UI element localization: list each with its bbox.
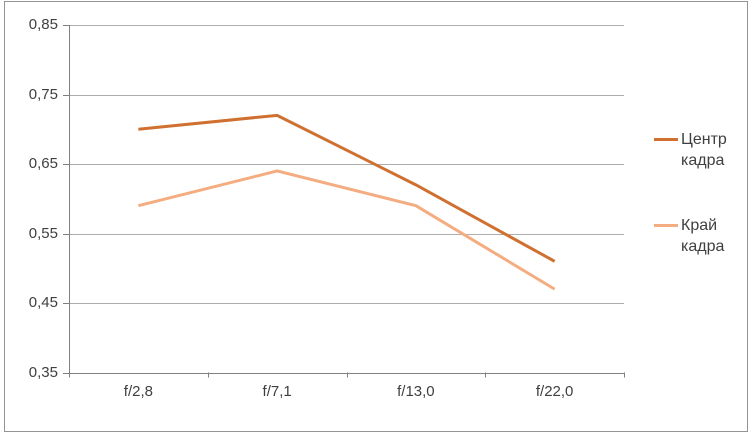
y-tick-label: 0,65 xyxy=(28,155,58,172)
x-tick-label: f/7,1 xyxy=(262,383,292,400)
y-tick-label: 0,85 xyxy=(28,16,58,33)
legend-swatch-edge xyxy=(654,223,678,227)
legend-label-center: Центр кадра xyxy=(681,130,727,169)
y-tick-label: 0,75 xyxy=(28,85,58,103)
legend-swatch-center xyxy=(654,137,678,141)
legend-item-center: Центр кадра xyxy=(654,129,739,171)
y-tick-label: 0,45 xyxy=(28,294,58,311)
x-tick-label: f/22,0 xyxy=(535,383,574,400)
x-tick-label: f/2,8 xyxy=(123,383,153,400)
y-tick-label: 0,35 xyxy=(28,363,58,381)
x-tick-label: f/13,0 xyxy=(397,383,435,400)
legend-item-edge: Край кадра xyxy=(654,215,739,257)
legend-label-edge: Край кадра xyxy=(681,216,725,255)
y-tick-label: 0,55 xyxy=(28,224,58,242)
